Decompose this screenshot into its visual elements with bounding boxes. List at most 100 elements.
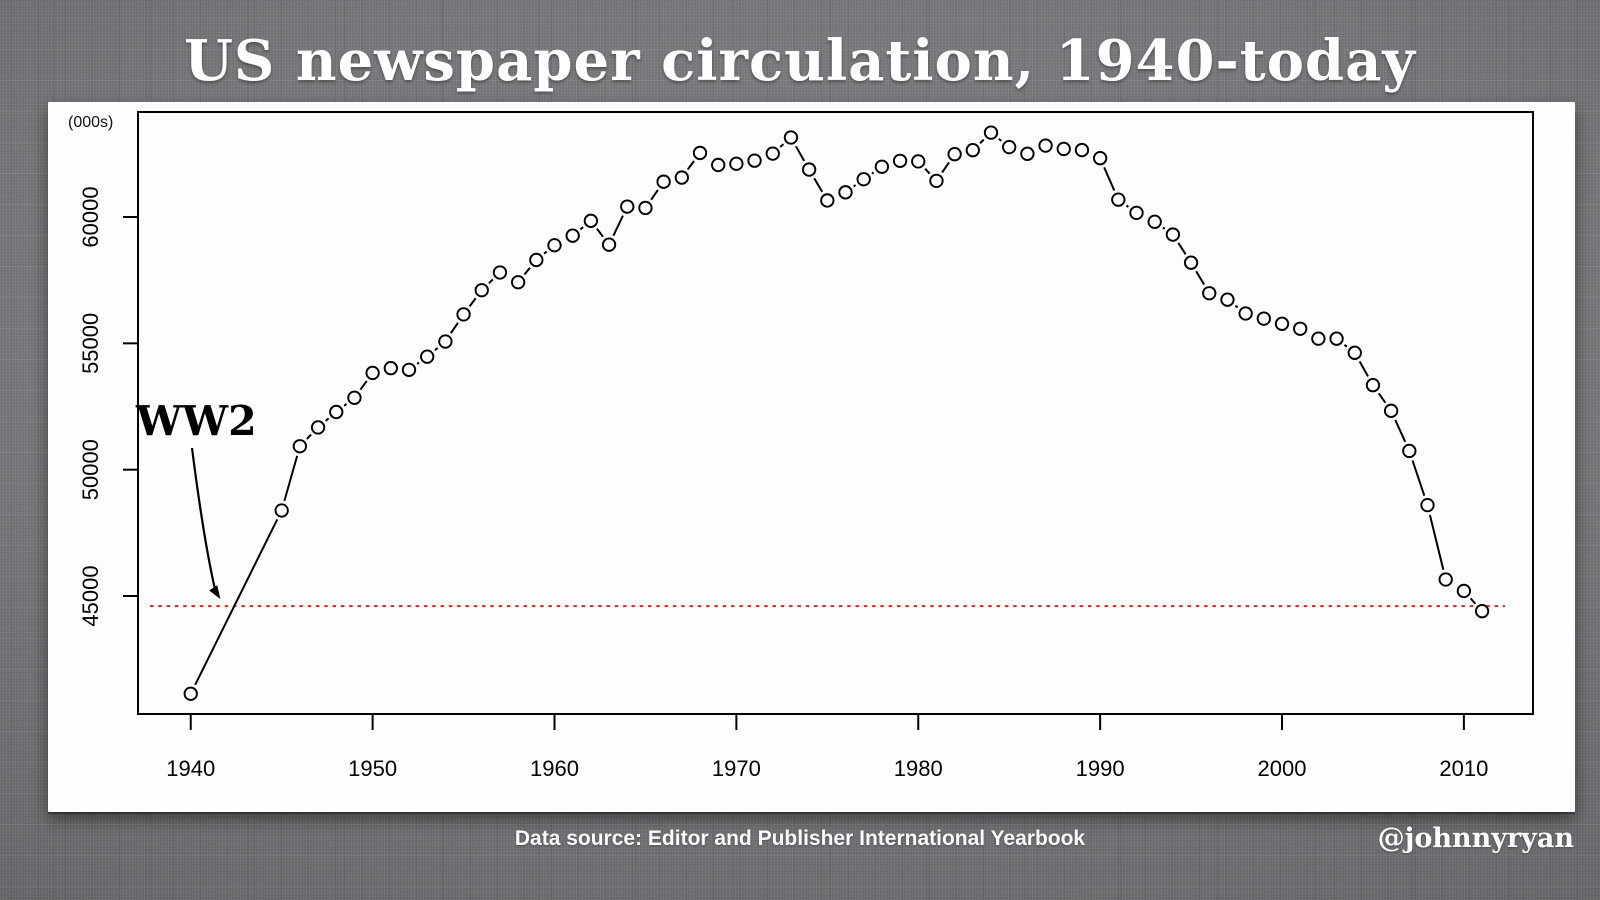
- data-point: [801, 162, 817, 177]
- data-point: [892, 153, 908, 168]
- data-point: [929, 173, 944, 189]
- series-segment: [343, 403, 348, 407]
- data-point: [183, 686, 198, 701]
- x-tick-label: 2010: [1439, 756, 1488, 781]
- data-point: [1365, 378, 1381, 393]
- data-point: [747, 153, 762, 168]
- series-segment: [998, 138, 1002, 142]
- plot-border: [137, 111, 1534, 715]
- y-tick-label: 50000: [78, 439, 103, 500]
- series-segment: [1358, 361, 1369, 377]
- data-point: [1147, 214, 1162, 229]
- data-point: [1383, 403, 1399, 418]
- data-point: [383, 361, 398, 376]
- data-point: [510, 275, 526, 290]
- x-tick-label: 1970: [712, 756, 761, 781]
- series-segment: [416, 361, 420, 365]
- data-point: [656, 174, 671, 189]
- y-tick-label: 55000: [78, 313, 103, 374]
- series-segment: [523, 267, 531, 276]
- data-point: [420, 349, 435, 364]
- series-segment: [779, 143, 785, 148]
- data-point: [1274, 316, 1290, 331]
- data-point: [1329, 331, 1344, 346]
- data-point: [1056, 141, 1071, 157]
- data-point: [1256, 311, 1271, 326]
- data-point: [565, 228, 580, 243]
- series-segment: [924, 167, 931, 175]
- data-point: [1293, 321, 1308, 336]
- y-axis-unit-label: (000s): [68, 114, 114, 131]
- data-point: [947, 147, 962, 162]
- data-point: [983, 125, 999, 140]
- data-point: [529, 252, 544, 268]
- data-point: [1420, 497, 1435, 513]
- data-point: [310, 420, 326, 435]
- data-point: [1474, 604, 1490, 619]
- data-point: [1092, 151, 1108, 166]
- data-point: [620, 199, 635, 214]
- series-segment: [579, 226, 584, 231]
- data-point: [492, 265, 508, 280]
- series-segment: [1343, 344, 1348, 348]
- x-tick-label: 1950: [348, 756, 397, 781]
- series-segment: [941, 161, 950, 174]
- author-credit: @johnnyryan: [1377, 823, 1574, 854]
- series-segment: [813, 177, 824, 193]
- series-segment: [543, 250, 548, 255]
- series-segment: [194, 519, 279, 686]
- series-segment: [1177, 242, 1187, 255]
- y-tick-label: 60000: [78, 186, 103, 247]
- series-segment: [325, 417, 330, 422]
- data-point: [911, 154, 926, 169]
- series-segment: [1103, 166, 1116, 191]
- series-segment: [612, 215, 624, 237]
- data-point: [1002, 139, 1017, 155]
- data-point: [838, 185, 853, 200]
- series-segment: [853, 184, 857, 188]
- data-point: [329, 404, 344, 420]
- data-point: [674, 170, 689, 185]
- series-segment: [450, 322, 459, 334]
- data-point: [765, 146, 780, 161]
- data-point: [1111, 192, 1126, 207]
- data-point: [1038, 138, 1053, 153]
- series-segment: [1469, 597, 1477, 605]
- data-point: [638, 200, 653, 216]
- ww2-arrowhead: [209, 585, 221, 599]
- data-point: [1020, 146, 1035, 161]
- ww2-annotation-label: WW2: [135, 397, 257, 445]
- series-segment: [1394, 419, 1407, 443]
- series-segment: [306, 433, 312, 440]
- series-segment: [1234, 304, 1239, 309]
- series-segment: [596, 228, 604, 238]
- data-point: [1165, 227, 1181, 242]
- series-segment: [795, 145, 806, 162]
- data-point: [820, 193, 835, 208]
- ww2-arrow-curve: [190, 447, 217, 591]
- data-point: [856, 172, 871, 187]
- circulation-chart: 1940 1950 1960 1970 1980 1990 2000 2010 45000 500…: [78, 111, 1534, 781]
- data-point: [547, 238, 562, 253]
- data-point: [692, 145, 708, 161]
- series-segment: [283, 455, 299, 502]
- data-point: [1202, 286, 1217, 301]
- data-source-label: Data source: Editor and Publisher Intern…: [514, 827, 1086, 850]
- data-point: [456, 307, 471, 322]
- page-title: US newspaper circulation, 1940-today: [184, 28, 1416, 94]
- data-point: [1238, 306, 1253, 321]
- series-segment: [979, 138, 985, 144]
- data-point: [711, 157, 726, 173]
- x-tick-label: 1960: [530, 756, 579, 781]
- series-segment: [1428, 514, 1445, 571]
- series-segment: [1162, 226, 1166, 230]
- data-point: [274, 503, 289, 518]
- series-segment: [468, 297, 477, 307]
- series-segment: [1195, 270, 1206, 286]
- data-point: [347, 390, 362, 405]
- data-point: [1074, 142, 1090, 158]
- data-point: [474, 283, 489, 298]
- series-segment: [488, 278, 494, 284]
- data-point: [783, 130, 799, 145]
